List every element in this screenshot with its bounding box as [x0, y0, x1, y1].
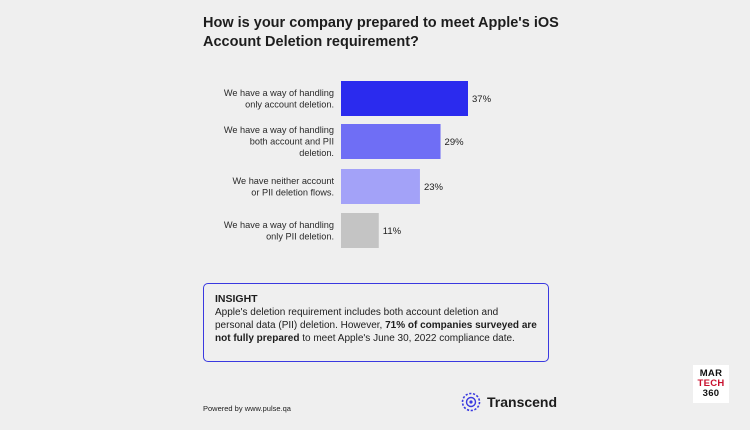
category-label-0-line-1: only account deletion. — [245, 99, 334, 109]
watermark-line-3: 360 — [702, 388, 720, 399]
category-label-3-line-1: only PII deletion. — [266, 231, 334, 241]
watermark-line-2: TECH — [697, 378, 725, 389]
value-label-3: 11% — [383, 226, 402, 237]
transcend-ring-logo-icon — [461, 392, 481, 412]
insight-heading: INSIGHT — [215, 293, 258, 305]
insight-box: INSIGHT Apple's deletion requirement inc… — [203, 283, 549, 362]
insight-text: Apple's deletion requirement includes bo… — [215, 306, 537, 345]
insight-text-part-2: to meet Apple's June 30, 2022 compliance… — [299, 333, 515, 344]
bar-2 — [341, 169, 420, 204]
category-label-3: We have a way of handling only PII deleti… — [224, 220, 334, 242]
category-label-0: We have a way of handling only account de… — [224, 88, 334, 110]
category-label-1: We have a way of handling both account an… — [224, 125, 334, 158]
bar-3 — [341, 213, 379, 248]
value-label-0: 37% — [472, 94, 492, 105]
chart-title: How is your company prepared to meet App… — [203, 15, 559, 50]
category-label-1-line-1: both account and PII — [250, 137, 334, 147]
martech360-watermark: MAR TECH 360 — [693, 365, 729, 403]
transcend-brand-name: Transcend — [487, 394, 558, 410]
transcend-logo: Transcend — [460, 391, 557, 413]
value-label-2: 23% — [424, 182, 444, 193]
insight-bold-text: 71% of companies surveyed are not fully … — [215, 320, 537, 344]
insight-text-part-1: Apple's deletion requirement includes bo… — [215, 307, 499, 331]
value-label-1: 29% — [445, 137, 465, 148]
category-label-0-line-0: We have a way of handling — [224, 88, 334, 98]
bar-0 — [341, 81, 468, 116]
watermark-line-1: MAR — [699, 368, 723, 379]
category-label-1-line-2: deletion. — [299, 148, 334, 158]
category-label-2-line-0: We have neither account — [233, 176, 335, 186]
category-label-1-line-0: We have a way of handling — [224, 125, 334, 135]
category-label-2: We have neither account or PII deletion f… — [233, 176, 335, 198]
bar-1 — [341, 124, 441, 159]
category-label-3-line-0: We have a way of handling — [224, 220, 334, 230]
powered-by-text: Powered by www.pulse.qa — [203, 404, 291, 413]
category-label-2-line-1: or PII deletion flows. — [251, 187, 334, 197]
bar-chart: 37%We have a way of handling only account… — [224, 81, 492, 248]
